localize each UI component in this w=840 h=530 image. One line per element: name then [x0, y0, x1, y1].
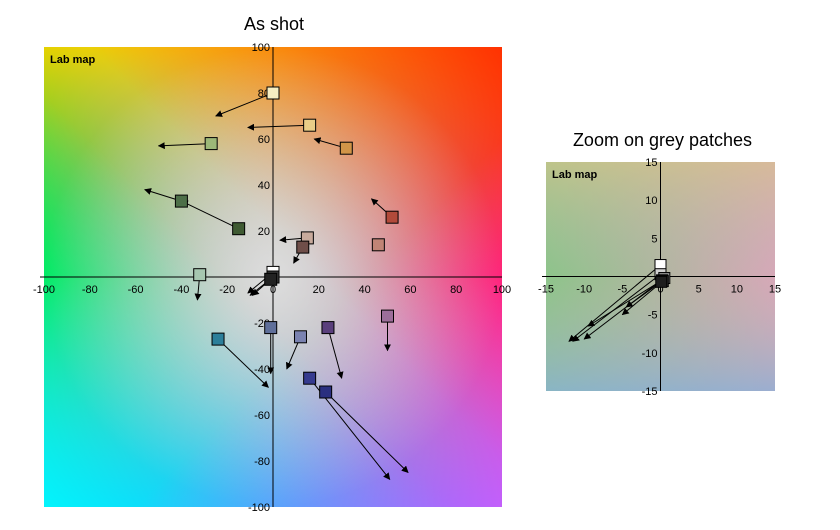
- main-patch-marker: [381, 309, 394, 323]
- zoom-y-tick-label: -5: [648, 310, 658, 322]
- main-patch-marker: [319, 385, 333, 399]
- zoom-x-tick-label: 10: [731, 284, 743, 296]
- main-shift-arrow: [217, 338, 269, 388]
- main-y-tick-label: 100: [252, 42, 270, 54]
- zoom-shift-arrow: [587, 279, 663, 327]
- main-x-tick-label: 20: [313, 284, 325, 296]
- main-y-tick-label: -60: [254, 410, 270, 422]
- main-patch-marker: [264, 272, 278, 286]
- main-shift-arrow: [327, 327, 344, 379]
- zoom-patch-marker: [655, 275, 668, 288]
- main-patch-marker: [303, 371, 317, 385]
- main-shift-arrow: [247, 123, 310, 131]
- zoom-x-tick-label: 5: [696, 284, 702, 296]
- zoom-x-tick-label: -15: [538, 284, 554, 296]
- main-shift-arrow: [157, 142, 212, 150]
- main-y-tick-label: -100: [248, 502, 270, 514]
- main-shift-arrow: [180, 200, 239, 230]
- zoom-chart-title: Zoom on grey patches: [572, 130, 753, 150]
- main-y-tick-label: 40: [258, 180, 270, 192]
- main-x-tick-label: 40: [358, 284, 370, 296]
- main-x-tick-label: 80: [450, 284, 462, 296]
- main-patch-marker: [293, 330, 307, 344]
- main-x-tick-label: 60: [404, 284, 416, 296]
- main-patch-marker: [385, 210, 399, 224]
- zoom-x-tick-label: -5: [617, 284, 627, 296]
- zoom-chart-layer: -15 -10 -5 0 5 10 15 15 10 5 -5 -10 -15: [538, 157, 781, 398]
- main-y-tick-label: 60: [258, 134, 270, 146]
- main-patch-marker: [264, 321, 278, 335]
- main-x-tick-label: -60: [128, 284, 144, 296]
- main-shift-arrow: [215, 92, 274, 117]
- zoom-y-tick-label: -10: [642, 348, 658, 360]
- main-x-tick-label: 100: [493, 284, 511, 296]
- main-y-tick-label: -40: [254, 364, 270, 376]
- main-x-tick-label: -100: [33, 284, 55, 296]
- zoom-y-tick-label: 10: [645, 195, 657, 207]
- main-x-tick-label: -80: [82, 284, 98, 296]
- main-patch-marker: [266, 86, 280, 100]
- main-patch-marker: [204, 137, 218, 151]
- main-shift-arrow: [325, 391, 409, 473]
- main-patch-marker: [371, 238, 385, 252]
- main-map-label: Lab map: [50, 54, 96, 66]
- zoom-shift-arrow: [572, 273, 661, 342]
- main-patch-marker: [321, 321, 335, 335]
- main-patch-marker: [232, 222, 246, 236]
- main-patch-marker: [303, 118, 317, 132]
- zoom-shift-arrow: [568, 264, 661, 342]
- main-chart-title: As shot: [243, 14, 305, 34]
- zoom-x-tick-label: 0: [657, 284, 663, 296]
- main-chart-layer: -100 -80 -60 -40 -20 0 20 40 60 80 10010080604020-…: [33, 42, 511, 514]
- main-patch-marker: [296, 240, 310, 254]
- main-y-tick-label: 20: [258, 226, 270, 238]
- zoom-y-tick-label: -15: [642, 386, 658, 398]
- main-x-tick-label: -40: [173, 284, 189, 296]
- main-patch-marker: [193, 268, 207, 282]
- zoom-x-tick-label: 15: [769, 284, 781, 296]
- zoom-map-label: Lab map: [552, 169, 598, 181]
- main-patch-marker: [174, 194, 188, 208]
- zoom-y-tick-label: 15: [645, 157, 657, 169]
- main-patch-marker: [211, 332, 225, 346]
- zoom-y-tick-label: 5: [651, 233, 657, 245]
- zoom-x-tick-label: -10: [576, 284, 592, 296]
- main-x-tick-label: -20: [219, 284, 235, 296]
- main-x-tick-label: 0: [270, 284, 276, 296]
- main-patch-marker: [339, 141, 353, 155]
- main-y-tick-label: -80: [254, 456, 270, 468]
